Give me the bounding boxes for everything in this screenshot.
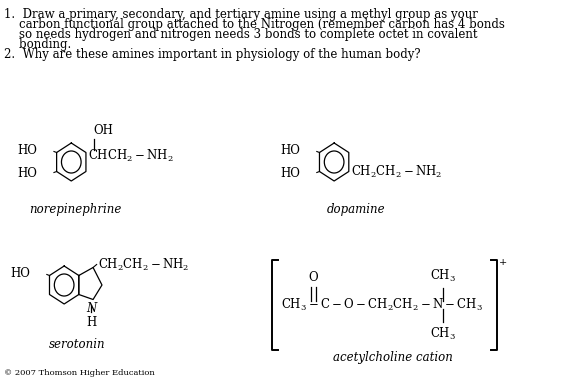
Text: OH: OH [93, 124, 113, 136]
Text: $\mathregular{CH_3}$: $\mathregular{CH_3}$ [430, 268, 456, 284]
Text: HO: HO [17, 167, 37, 180]
Text: serotonin: serotonin [49, 339, 106, 352]
Text: carbon functional group attached to the Nitrogen (remember carbon has 4 bonds: carbon functional group attached to the … [5, 18, 505, 31]
Text: so needs hydrogen and nitrogen needs 3 bonds to complete octet in covalent: so needs hydrogen and nitrogen needs 3 b… [5, 28, 478, 41]
Text: HO: HO [280, 144, 300, 157]
Text: $\mathregular{CHCH_2-NH_2}$: $\mathregular{CHCH_2-NH_2}$ [88, 147, 174, 163]
Text: $\mathregular{CH_2CH_2-NH_2}$: $\mathregular{CH_2CH_2-NH_2}$ [351, 163, 442, 180]
Text: O: O [309, 271, 319, 284]
Text: HO: HO [280, 167, 300, 180]
Text: $\mathregular{CH_3-C-O-CH_2CH_2-N-CH_3}$: $\mathregular{CH_3-C-O-CH_2CH_2-N-CH_3}$ [281, 297, 482, 313]
Text: +: + [499, 258, 507, 267]
Text: norepinephrine: norepinephrine [30, 204, 122, 217]
Text: H: H [86, 315, 96, 328]
Text: acetylcholine cation: acetylcholine cation [333, 350, 453, 364]
Text: $\mathregular{CH_2CH_2-NH_2}$: $\mathregular{CH_2CH_2-NH_2}$ [98, 256, 189, 272]
Text: 2.  Why are these amines important in physiology of the human body?: 2. Why are these amines important in phy… [5, 48, 421, 61]
Text: HO: HO [10, 267, 30, 280]
Text: 1.  Draw a primary, secondary, and tertiary amine using a methyl group as your: 1. Draw a primary, secondary, and tertia… [5, 8, 478, 21]
Text: N: N [86, 301, 96, 315]
Text: $\mathregular{CH_3}$: $\mathregular{CH_3}$ [430, 326, 456, 342]
Text: bonding.: bonding. [5, 38, 72, 51]
Text: HO: HO [17, 144, 37, 157]
Text: © 2007 Thomson Higher Education: © 2007 Thomson Higher Education [5, 369, 155, 377]
Text: dopamine: dopamine [327, 204, 386, 217]
